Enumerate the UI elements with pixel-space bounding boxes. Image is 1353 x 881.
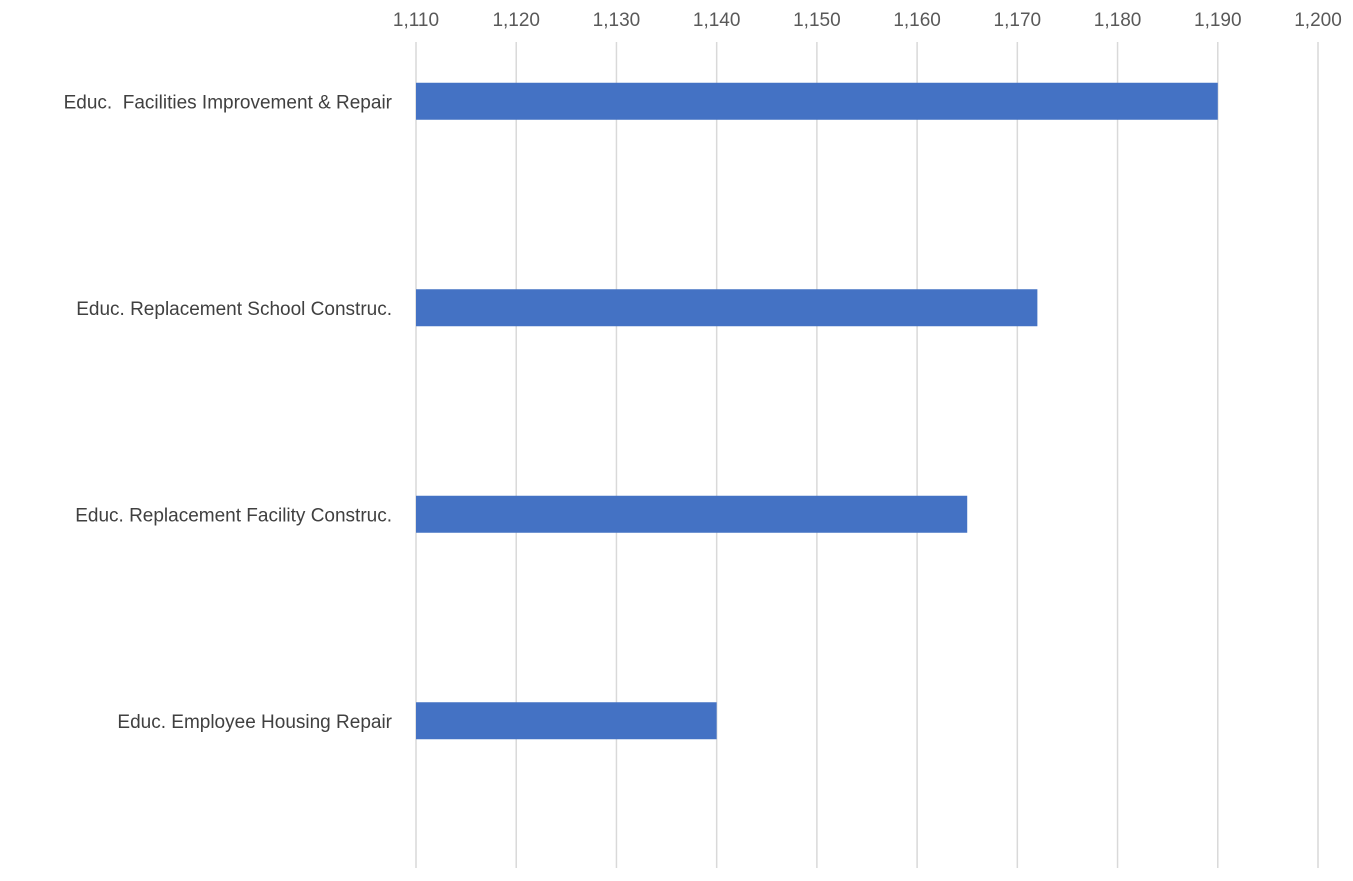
x-tick-label: 1,180	[1094, 10, 1142, 31]
x-tick-label: 1,110	[393, 10, 439, 31]
x-tick-label: 1,130	[593, 10, 641, 31]
category-labels: Educ. Facilities Improvement & Repair Edu…	[64, 92, 393, 733]
x-tick-label: 1,170	[994, 10, 1042, 31]
bar	[416, 495, 968, 533]
bar	[416, 82, 1218, 120]
bars	[416, 82, 1218, 740]
x-tick-label: 1,200	[1294, 10, 1342, 31]
x-tick-label: 1,190	[1194, 10, 1242, 31]
x-axis-ticks: 1,110 1,120 1,130 1,140 1,150 1,160 1,170 1,180…	[393, 10, 1342, 31]
gridlines	[415, 42, 1319, 868]
category-label: Educ. Facilities Improvement & Repair	[64, 92, 393, 113]
x-tick-label: 1,140	[693, 10, 741, 31]
bar	[416, 702, 717, 740]
x-tick-label: 1,160	[893, 10, 941, 31]
category-label: Educ. Employee Housing Repair	[117, 712, 392, 733]
category-label: Educ. Replacement Facility Construc.	[75, 505, 392, 526]
category-label: Educ. Replacement School Construc.	[76, 299, 392, 320]
x-tick-label: 1,150	[793, 10, 841, 31]
x-tick-label: 1,120	[492, 10, 540, 31]
bar	[416, 289, 1038, 327]
